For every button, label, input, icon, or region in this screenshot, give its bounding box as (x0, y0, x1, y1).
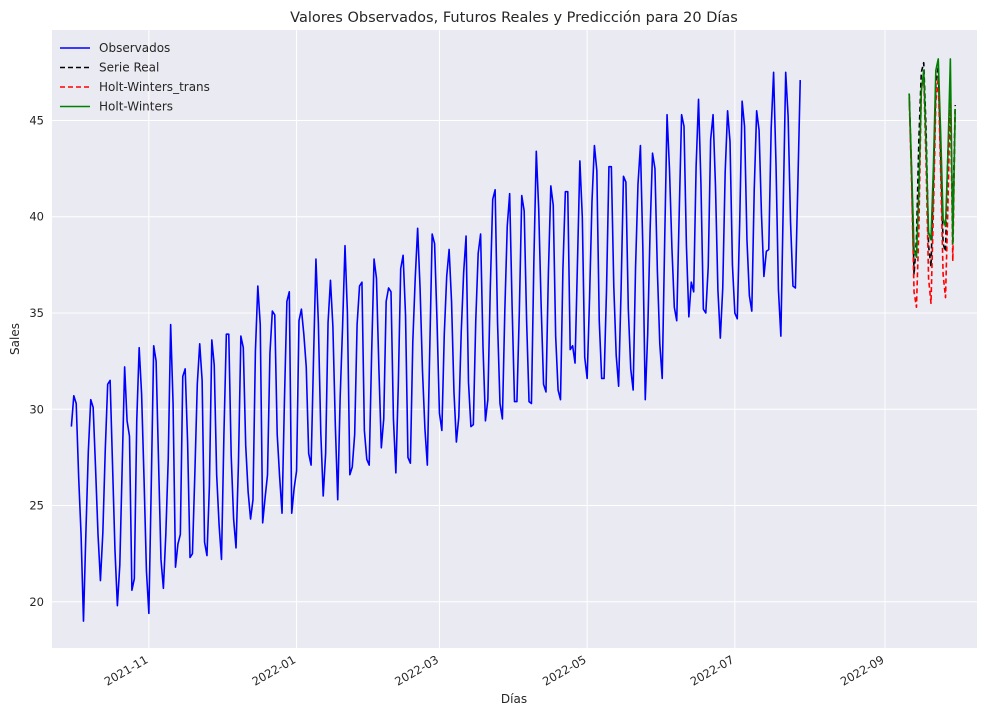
series-layer (70, 58, 957, 622)
y-tick-label: 30 (29, 402, 44, 416)
grid-lines (52, 30, 977, 648)
plot-area (52, 30, 977, 648)
legend-label-observados: Observados (99, 41, 170, 55)
legend-label-holt-winters: Holt-Winters (99, 100, 173, 114)
series-line-holt-winters (908, 58, 957, 258)
chart-title: Valores Observados, Futuros Reales y Pre… (290, 10, 738, 26)
legend-label-holt-winters-trans: Holt-Winters_trans (99, 80, 210, 94)
y-tick-label: 25 (29, 499, 44, 513)
y-tick-labels: 20 25 30 35 40 45 (29, 113, 44, 608)
legend-label-serie-real: Serie Real (99, 61, 159, 75)
legend: Observados Serie Real Holt-Winters_trans Ho… (60, 41, 210, 114)
y-tick-label: 40 (29, 210, 44, 224)
y-tick-label: 45 (29, 113, 44, 127)
x-axis-label: Días (501, 692, 527, 706)
y-tick-label: 35 (29, 306, 44, 320)
y-axis-label: Sales (8, 323, 22, 355)
y-tick-label: 20 (29, 595, 44, 609)
series-line-observados (70, 71, 802, 622)
series-line-holt-winters-trans (908, 75, 957, 309)
